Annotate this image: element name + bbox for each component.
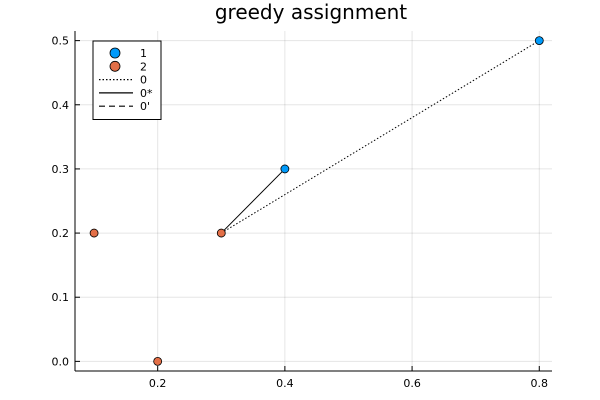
legend-box <box>92 40 162 120</box>
x-tick-label: 0.4 <box>276 377 294 390</box>
axes: 0.2 0.4 0.6 0.8 0.0 0.1 0.2 0.3 0.4 0.5 <box>52 31 552 390</box>
chart-title: greedy assignment <box>215 0 407 24</box>
x-tick-label: 0.2 <box>149 377 167 390</box>
legend-label: 0 <box>140 74 147 87</box>
legend-label: 0' <box>140 100 150 113</box>
legend-label: 2 <box>140 60 147 73</box>
data-point-series-1 <box>534 36 544 46</box>
legend-marker-2 <box>109 60 121 72</box>
legend-marker-1 <box>109 47 121 59</box>
y-tick-label: 0.3 <box>52 163 70 176</box>
data-point-series-2 <box>89 228 99 238</box>
y-tick-label: 0.1 <box>52 291 70 304</box>
legend-label: 0* <box>140 87 153 100</box>
series-line-0 <box>221 40 540 234</box>
data-point-series-1 <box>280 164 290 174</box>
x-tick-label: 0.8 <box>531 377 549 390</box>
y-tick-label: 0.5 <box>52 35 70 48</box>
data-point-series-2 <box>153 356 163 366</box>
series-line-0* <box>220 168 286 234</box>
y-tick-label: 0.2 <box>52 227 70 240</box>
x-tick-label: 0.6 <box>403 377 421 390</box>
series-lines <box>220 40 540 234</box>
data-point-series-2 <box>216 228 226 238</box>
y-tick-label: 0.4 <box>52 99 70 112</box>
y-tick-label: 0.0 <box>52 355 70 368</box>
legend-label: 1 <box>140 47 147 60</box>
series-points <box>89 36 544 366</box>
